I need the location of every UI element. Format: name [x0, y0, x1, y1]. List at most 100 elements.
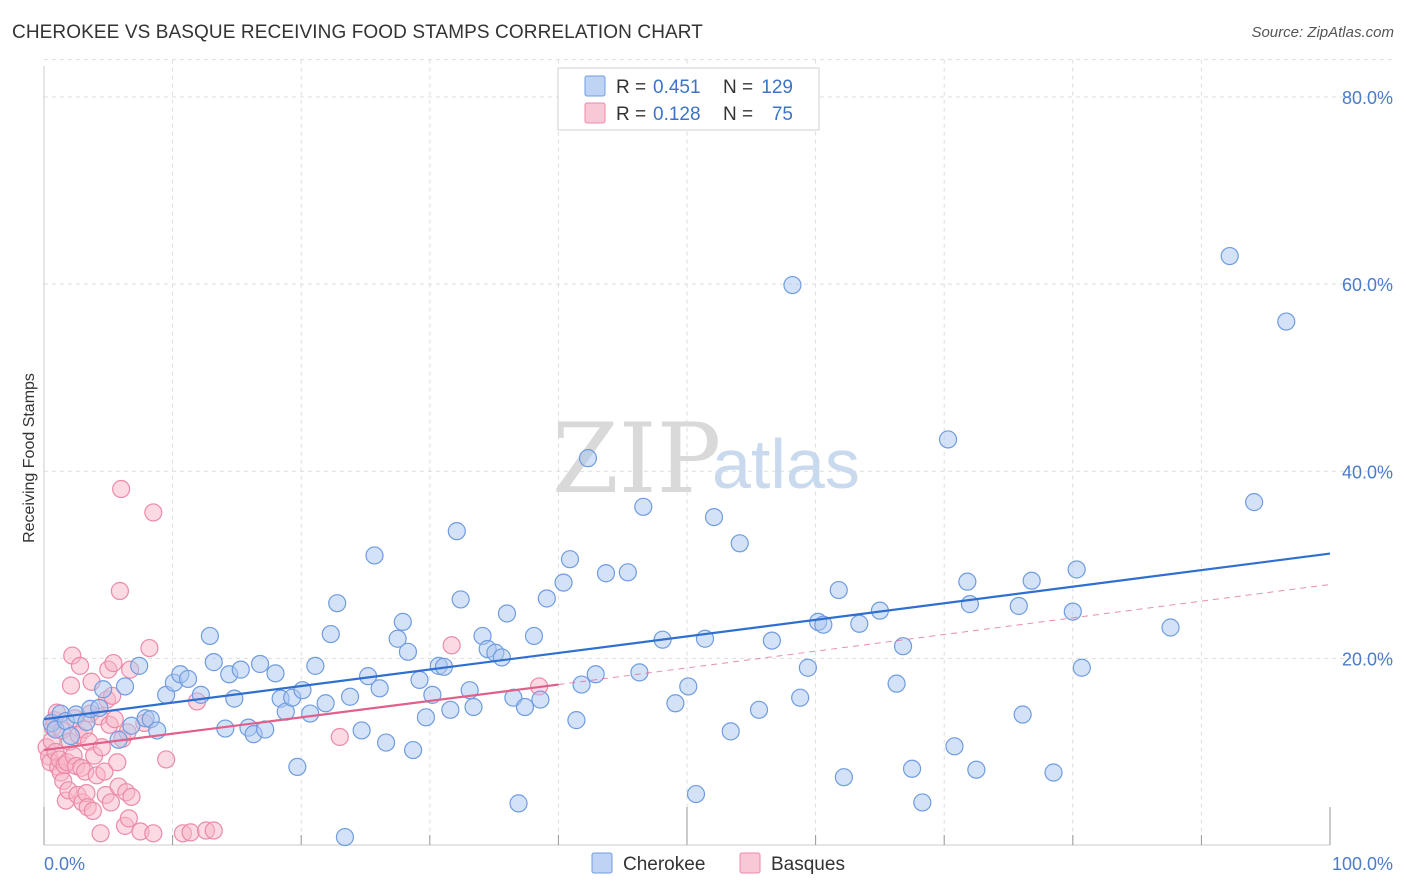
cherokee-point-32: [266, 664, 285, 683]
basque-trend-extension: [558, 583, 1331, 686]
basque-point-25: [70, 656, 90, 675]
cherokee-point-61: [451, 590, 470, 609]
source-label: Source: ZipAtlas.com: [1251, 24, 1394, 41]
cherokee-point-77: [567, 711, 586, 730]
cherokee-point-117: [1063, 602, 1082, 621]
axes: [43, 66, 1331, 846]
basque-point-60: [122, 787, 141, 806]
cherokee-point-90: [704, 507, 724, 527]
cherokee-point-80: [586, 665, 605, 684]
watermark-atlas: atlas: [712, 425, 860, 503]
cherokee-point-94: [762, 631, 781, 650]
watermark: ZIP atlas: [552, 403, 860, 515]
cherokee-point-88: [686, 784, 706, 804]
cherokee-point-12: [122, 716, 141, 735]
cherokee-point-43: [335, 827, 355, 847]
bottom-legend-swatch-cherokee: [591, 852, 613, 874]
legend: R = 0.451 N = 129 R = 0.128 N = 75: [557, 67, 820, 131]
cherokee-point-45: [352, 721, 371, 740]
basque-points: [37, 479, 549, 843]
cherokee-point-76: [560, 550, 580, 569]
cherokee-point-42: [328, 594, 347, 613]
legend-swatch-basque: [584, 102, 606, 124]
basque-trend-line: [43, 683, 559, 752]
bottom-legend-label-cherokee: Cherokee: [623, 854, 705, 875]
cherokee-point-27: [231, 660, 250, 679]
cherokee-point-119: [1072, 658, 1091, 677]
cherokee-point-112: [967, 760, 986, 779]
cherokee-point-100: [829, 580, 848, 600]
cherokee-point-36: [288, 757, 307, 777]
cherokee-point-115: [1022, 571, 1041, 590]
cherokee-point-50: [388, 629, 407, 648]
legend-r-value-cherokee: 0.451: [653, 77, 701, 98]
watermark-zip: ZIP: [552, 403, 721, 515]
cherokee-point-63: [464, 697, 483, 717]
basque-point-71: [204, 821, 223, 840]
cherokee-point-87: [679, 677, 698, 696]
cherokee-point-110: [958, 572, 977, 591]
basque-point-48: [104, 653, 123, 673]
cherokee-point-104: [887, 674, 906, 693]
basque-point-35: [83, 801, 102, 820]
cherokee-point-82: [618, 563, 637, 582]
basque-point-65: [144, 824, 163, 843]
cherokee-point-39: [306, 656, 325, 675]
cherokee-point-73: [531, 690, 550, 709]
cherokee-point-86: [666, 694, 685, 713]
cherokee-point-52: [398, 642, 418, 661]
cherokee-point-118: [1067, 560, 1086, 579]
cherokee-point-47: [365, 546, 384, 565]
cherokee-point-113: [1009, 596, 1028, 616]
basque-point-53: [112, 479, 131, 499]
cherokee-point-22: [200, 626, 219, 646]
cherokee-point-101: [834, 768, 853, 787]
cherokee-point-53: [403, 740, 423, 760]
x-tick-label-0: 0.0%: [44, 854, 85, 874]
cherokee-point-105: [893, 637, 913, 656]
cherokee-point-84: [634, 497, 653, 516]
cherokee-point-121: [1220, 246, 1239, 266]
basque-point-68: [181, 823, 200, 842]
cherokee-point-114: [1013, 705, 1032, 724]
cherokee-point-60: [447, 522, 466, 541]
legend-swatch-cherokee: [584, 75, 606, 97]
y-tick-label-2: 60.0%: [1342, 275, 1393, 295]
bottom-legend-swatch-basque: [739, 852, 761, 874]
cherokee-point-72: [524, 626, 544, 646]
legend-r-label-cherokee: R =: [616, 77, 646, 98]
cherokee-point-122: [1245, 493, 1264, 512]
trend-lines: [43, 552, 1331, 752]
cherokee-point-55: [416, 708, 436, 727]
cherokee-point-107: [913, 793, 932, 812]
x-tick-label-1: 100.0%: [1332, 854, 1393, 874]
cherokee-point-49: [376, 733, 396, 752]
bottom-legend-label-basque: Basques: [771, 854, 845, 875]
cherokee-point-120: [1161, 618, 1180, 637]
bottom-legend: Cherokee Basques: [591, 852, 845, 875]
basque-point-41: [95, 762, 114, 781]
basque-point-58: [119, 809, 138, 828]
cherokee-point-78: [572, 675, 591, 694]
basque-point-66: [157, 750, 176, 769]
cherokee-point-75: [554, 573, 573, 592]
cherokee-point-38: [301, 704, 320, 723]
cherokee-point-70: [509, 794, 528, 813]
y-tick-label-1: 40.0%: [1342, 462, 1393, 482]
cherokee-point-54: [410, 670, 429, 689]
legend-n-value-basque: 75: [772, 104, 793, 125]
cherokee-point-11: [115, 677, 135, 696]
basque-point-73: [442, 636, 461, 655]
basque-point-46: [101, 793, 120, 812]
cherokee-point-106: [902, 759, 922, 778]
cherokee-point-83: [630, 663, 649, 682]
cherokee-point-97: [798, 658, 817, 677]
tick-labels: 20.0% 40.0% 60.0% 80.0% 0.0% 100.0%: [44, 88, 1393, 874]
cherokee-point-79: [578, 449, 598, 468]
basque-point-72: [330, 727, 349, 747]
legend-r-value-basque: 0.128: [653, 104, 701, 125]
y-tick-label-3: 80.0%: [1342, 88, 1393, 108]
cherokee-point-92: [730, 534, 749, 553]
cherokee-points: [42, 246, 1296, 847]
basque-point-49: [105, 710, 124, 729]
